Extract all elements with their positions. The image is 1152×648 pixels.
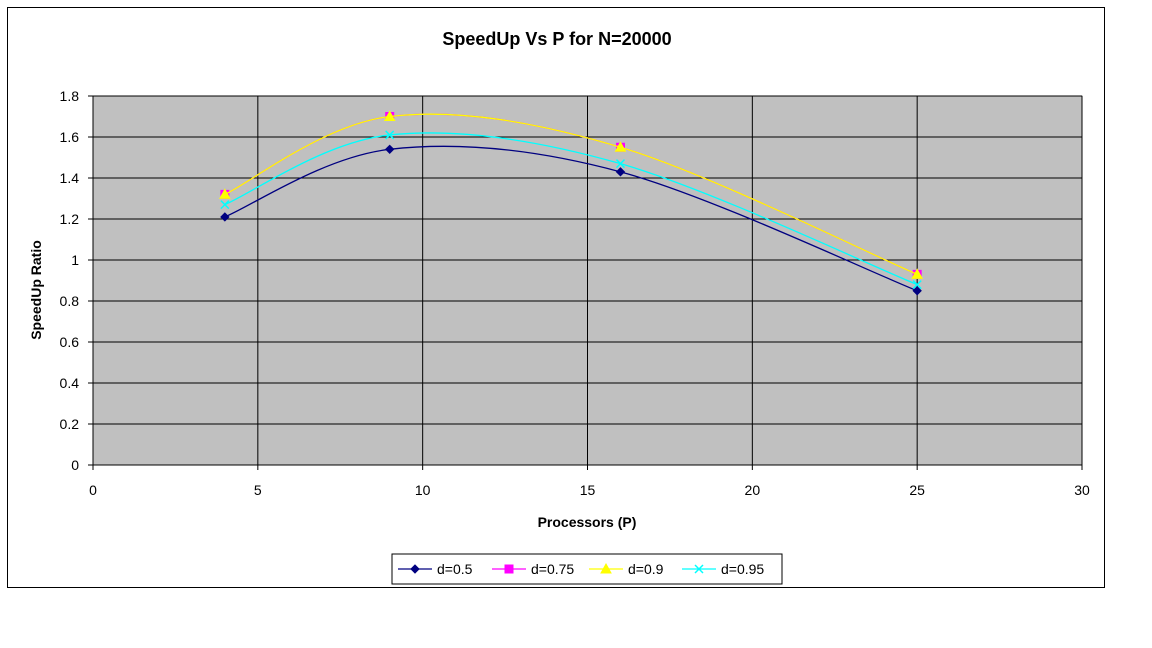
x-tick-label: 0 bbox=[89, 482, 97, 498]
legend-box bbox=[391, 553, 783, 585]
x-tick-label: 5 bbox=[254, 482, 262, 498]
chart-title: SpeedUp Vs P for N=20000 bbox=[442, 29, 671, 49]
data-point-series-3 bbox=[219, 188, 231, 199]
x-tick-label: 10 bbox=[415, 482, 431, 498]
x-tick-label: 30 bbox=[1074, 482, 1090, 498]
series-line-4 bbox=[224, 132, 918, 286]
y-axis-title: SpeedUp Ratio bbox=[28, 240, 44, 340]
y-tick-label: 0.4 bbox=[60, 375, 80, 391]
y-tick-label: 1.4 bbox=[60, 170, 80, 186]
y-tick-label: 0 bbox=[71, 457, 79, 473]
legend-marker bbox=[410, 564, 420, 574]
data-point-series-1 bbox=[384, 144, 395, 155]
legend-label: d=0.75 bbox=[531, 561, 574, 577]
data-point-series-3 bbox=[383, 110, 396, 121]
legend-marker bbox=[504, 564, 514, 574]
data-point-series-4 bbox=[912, 280, 922, 290]
y-tick-label: 0.8 bbox=[60, 293, 80, 309]
data-point-series-4 bbox=[385, 130, 395, 140]
chart-canvas: SpeedUp Vs P for N=20000 0 0.2 0.4 0.6 0.8 1 1… bbox=[28, 29, 1090, 585]
y-tick-label: 0.6 bbox=[60, 334, 80, 350]
legend-marker bbox=[600, 562, 612, 574]
y-tick-label: 1 bbox=[71, 252, 79, 268]
x-tick-label: 15 bbox=[580, 482, 596, 498]
legend: d=0.5 d=0.75 d=0.9 d=0.95 bbox=[391, 553, 783, 585]
y-tick-label: 0.2 bbox=[60, 416, 80, 432]
y-tick-label: 1.6 bbox=[60, 129, 80, 145]
legend-label: d=0.5 bbox=[437, 561, 473, 577]
x-tick-label: 25 bbox=[909, 482, 925, 498]
legend-label: d=0.9 bbox=[628, 561, 664, 577]
data-point-series-1 bbox=[220, 212, 230, 222]
data-point-series-3 bbox=[911, 268, 924, 279]
y-tick-label: 1.8 bbox=[60, 88, 80, 104]
data-point-series-4 bbox=[220, 200, 230, 210]
data-point-series-4 bbox=[615, 159, 625, 169]
data-point-series-3 bbox=[614, 141, 627, 152]
legend-marker bbox=[694, 564, 704, 574]
series-line-1 bbox=[224, 145, 918, 292]
x-axis-title: Processors (P) bbox=[538, 514, 637, 530]
plot-area: 0 0.2 0.4 0.6 0.8 1 1.2 1.4 1.6 1.8 0 5 10 15 20 25 30 bbox=[60, 88, 1090, 498]
data-point-series-1 bbox=[615, 167, 626, 177]
y-tick-label: 1.2 bbox=[60, 211, 80, 227]
series-line-3 bbox=[224, 113, 918, 275]
x-tick-label: 20 bbox=[745, 482, 761, 498]
data-point-series-1 bbox=[912, 286, 922, 296]
chart-frame: SpeedUp Vs P for N=20000 0 0.2 0.4 0.6 0.8 1 1… bbox=[7, 7, 1105, 588]
legend-label: d=0.95 bbox=[721, 561, 764, 577]
